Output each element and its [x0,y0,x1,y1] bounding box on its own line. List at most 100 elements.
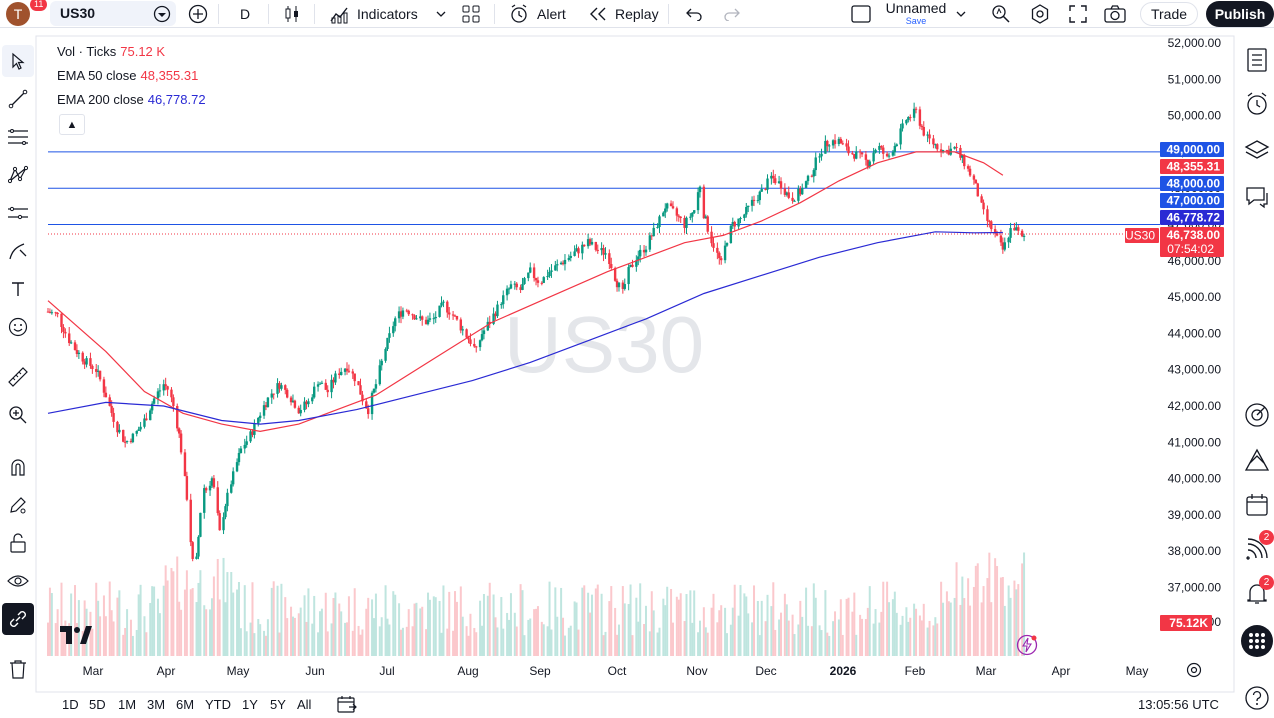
eye-icon[interactable] [2,565,34,597]
replay-button[interactable]: Replay [615,5,659,22]
timeframe-1d[interactable]: 1D [62,697,79,712]
link-icon[interactable] [2,603,34,635]
timeframe-ytd[interactable]: YTD [205,697,231,712]
volume-bar [149,602,152,656]
fib-lines-icon[interactable] [2,121,34,153]
price-tick-label: 51,000.00 [1168,72,1222,86]
publish-button[interactable]: Publish [1206,1,1274,27]
magnet-icon[interactable] [2,451,34,483]
lock-icon[interactable] [2,527,34,559]
calendar-icon[interactable] [1240,488,1274,522]
indicators-button[interactable]: Indicators [357,5,418,22]
alarm-clock-icon[interactable] [1240,87,1274,121]
interval-button[interactable]: D [240,5,251,22]
candle-body [895,144,898,147]
price-tags: 49,000.00 48,355.31 48,000.00 47,000.00 46,7… [1125,142,1224,631]
legend-ema200[interactable]: EMA 200 close 46,778.72 [57,92,206,107]
layout-menu-chevron-icon[interactable] [954,6,968,22]
clock[interactable]: 13:05:56 UTC [1138,697,1219,712]
layout-name[interactable]: Unnamed Save [885,0,947,26]
ideas-icon[interactable] [1240,443,1274,477]
help-icon[interactable] [1240,681,1274,715]
candles [46,102,1026,562]
zoom-in-icon[interactable] [2,399,34,431]
settings-gear-icon[interactable] [1029,3,1051,25]
timeframe-all[interactable]: All [297,697,312,712]
undo-icon[interactable] [684,5,704,23]
add-symbol-icon[interactable] [152,4,172,24]
watchlist-icon[interactable] [1240,43,1274,77]
alert-button[interactable]: Alert [537,5,566,22]
legend-ema50[interactable]: EMA 50 close 48,355.31 [57,68,199,83]
apps-grid-icon[interactable] [1240,624,1274,658]
ruler-icon[interactable] [2,361,34,393]
candle-body [716,247,719,253]
volume-bar [671,622,674,656]
alert-clock-icon[interactable] [508,3,530,25]
news-feed-icon[interactable]: 2 [1240,530,1274,566]
compare-plus-icon[interactable] [188,4,208,24]
date-range-icon[interactable] [337,695,357,713]
camera-icon[interactable] [1103,3,1127,25]
candle-body [540,282,544,284]
fullscreen-icon[interactable] [1067,3,1089,25]
volume-bar [932,625,935,656]
candle-body [704,216,707,219]
candle-body [421,316,424,320]
volume-bar [718,610,721,656]
candle-body [343,368,347,372]
candle-body [48,311,52,313]
candle-body [573,251,576,256]
layout-square-icon[interactable] [850,4,872,24]
legend-collapse-icon[interactable]: ▲ [59,114,85,135]
candle-body [652,227,655,237]
redo-icon[interactable] [722,5,742,23]
candle-body [831,140,835,146]
user-avatar[interactable]: T 11 [6,0,48,26]
replay-icon[interactable] [588,5,608,23]
timeframe-6m[interactable]: 6M [176,697,195,712]
forecast-icon[interactable] [2,197,34,229]
chevron-down-icon[interactable] [434,6,448,22]
timeframe-5d[interactable]: 5D [89,697,106,712]
time-settings-icon[interactable] [1186,662,1204,680]
volume-bar [291,616,294,656]
trend-line-icon[interactable] [2,83,34,115]
candles-icon[interactable] [282,4,302,24]
chat-icon[interactable] [1240,180,1274,214]
volume-bar [920,620,923,656]
candle-body [679,216,682,218]
legend-volume[interactable]: Vol · Ticks 75.12 K [57,44,166,59]
emoji-icon[interactable] [2,311,34,343]
pattern-icon[interactable] [2,159,34,191]
trade-button[interactable]: Trade [1140,2,1198,26]
candle-body [110,405,113,413]
target-icon[interactable] [1240,398,1274,432]
volume-bar [48,587,51,656]
brush-icon[interactable] [2,235,34,267]
timeframe-5y[interactable]: 5Y [270,697,286,712]
volume-bar [164,565,167,656]
timeframe-3m[interactable]: 3M [147,697,166,712]
quick-search-icon[interactable] [990,3,1012,25]
timeframe-1y[interactable]: 1Y [242,697,258,712]
lightning-icon[interactable] [1016,634,1038,656]
layouts-grid-icon[interactable] [461,4,481,24]
candle-body [230,484,233,493]
stay-drawing-icon[interactable] [2,489,34,521]
volume-bar [156,598,159,656]
candle-body [297,407,300,414]
price-tick-label: 43,000.00 [1168,363,1222,377]
indicators-icon[interactable] [330,4,350,24]
trash-icon[interactable] [2,653,34,685]
volume-bar [685,594,688,656]
layers-icon[interactable] [1240,133,1274,167]
volume-bar [488,582,491,656]
candle-body [488,321,491,324]
candle-body [885,153,889,157]
notifications-icon[interactable]: 2 [1240,575,1274,611]
timeframe-1m[interactable]: 1M [118,697,137,712]
text-icon[interactable] [2,273,34,305]
cursor-icon[interactable] [2,45,34,77]
